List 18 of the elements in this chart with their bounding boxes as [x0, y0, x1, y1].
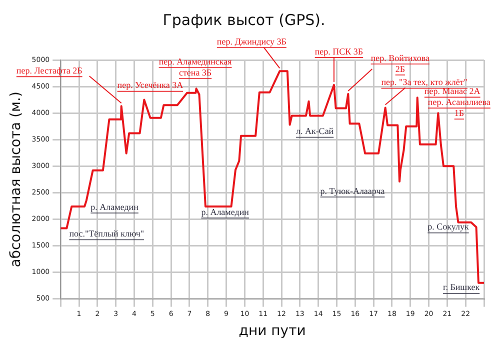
annotation: г. Бишкек: [443, 282, 480, 292]
annotation: р. Аламедин: [90, 202, 139, 212]
annotation: р. Аламедин: [201, 206, 250, 217]
annotation: пер. Лестафта 2Б: [16, 66, 82, 76]
annotation: пер. ПСК 3Б: [314, 46, 364, 56]
annotation: пер. Усечёнка 3А: [117, 80, 184, 90]
annotation: пер. Манас 2А: [424, 86, 481, 96]
chart-title: График высот (GPS).: [162, 10, 326, 29]
x-axis-title: дни пути: [238, 323, 306, 340]
annotation: пер. "За тех, кто жлёт": [381, 77, 468, 88]
y-axis-title: абсолютная высота (м.): [8, 92, 24, 268]
annotation: пер. Аламединская стена 3Б: [158, 56, 232, 78]
annotation: пер. Асаналиева 1Б: [428, 96, 490, 118]
annotation: пер. Джиндису 3Б: [216, 36, 286, 47]
annotation: р. Сокулук: [428, 222, 470, 232]
annotation: пос."Тёплый ключ": [69, 228, 144, 239]
annotation: л. Ак-Сай: [296, 126, 334, 136]
annotation: р. Туюк-Алаарча: [320, 186, 385, 196]
